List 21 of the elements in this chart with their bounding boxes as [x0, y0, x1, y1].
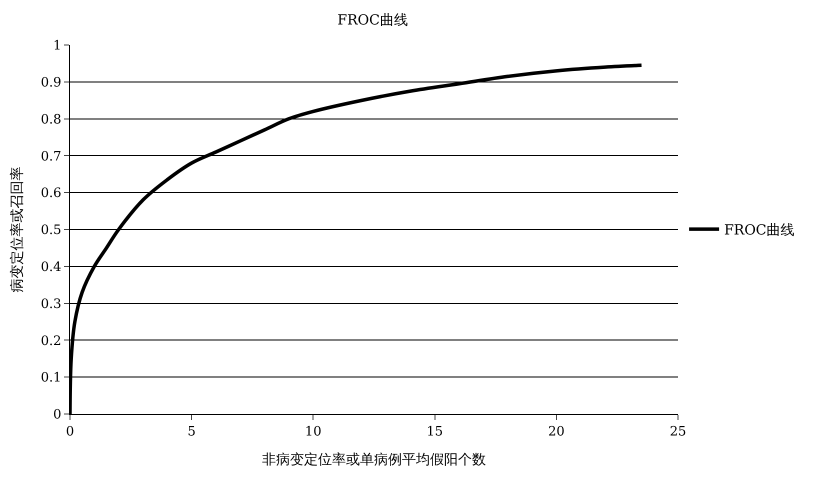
x-tick-label: 10 — [304, 424, 322, 440]
y-tick-label: 0.2 — [40, 334, 62, 349]
x-tick-label: 5 — [187, 424, 196, 440]
x-tick-label: 15 — [426, 424, 444, 440]
x-tick-label: 25 — [670, 424, 686, 440]
y-tick-label: 0.5 — [40, 223, 62, 238]
y-tick-label: 0 — [53, 408, 62, 423]
y-tick-label: 0.3 — [40, 296, 62, 312]
y-tick-label: 0.6 — [40, 186, 62, 202]
y-tick-label: 1 — [53, 38, 62, 54]
x-tick-label: 0 — [66, 424, 74, 440]
legend-label: FROC曲线 — [724, 222, 795, 239]
y-tick-label: 0.1 — [40, 370, 62, 386]
x-tick-label: 20 — [548, 424, 565, 440]
y-tick-label: 0.8 — [40, 112, 62, 128]
y-tick-label: 0.9 — [40, 75, 62, 90]
y-axis-title: 病变定位率或召回率 — [9, 166, 26, 292]
y-tick-label: 0.7 — [40, 149, 62, 164]
x-axis-title: 非病变定位率或单病例平均假阳个数 — [262, 452, 486, 468]
y-tick-label: 0.4 — [40, 260, 62, 275]
chart-title: FROC曲线 — [337, 12, 408, 28]
